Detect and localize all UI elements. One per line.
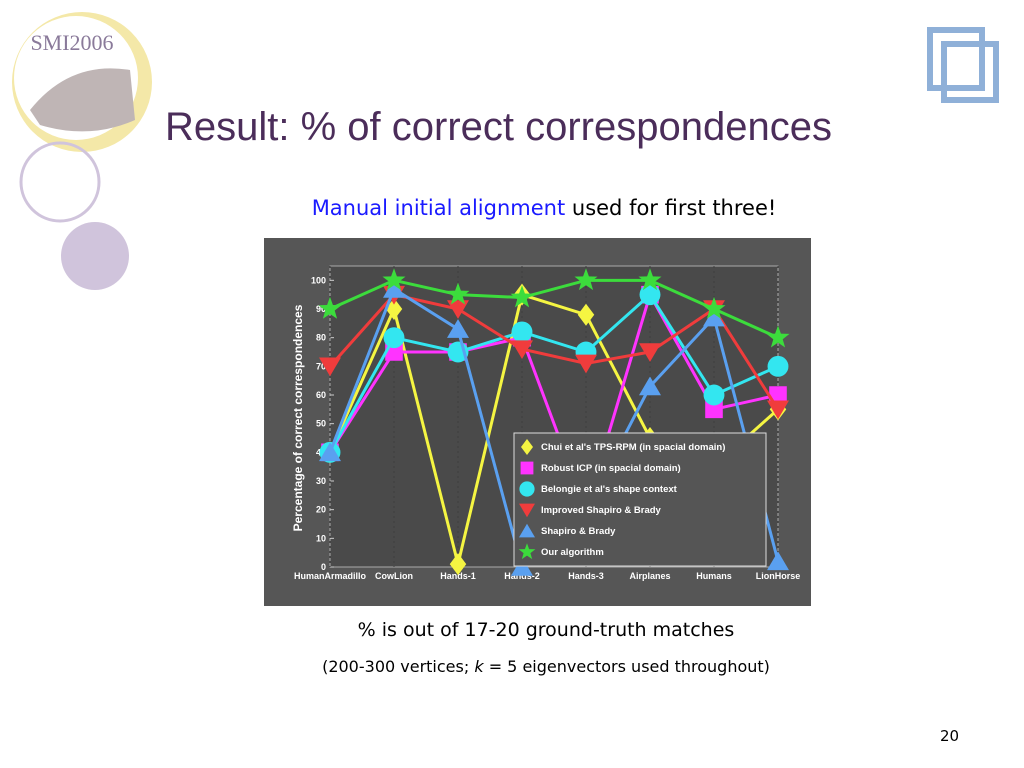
legend-label: Robust ICP (in spacial domain)	[541, 463, 681, 474]
deco-circle	[19, 141, 101, 223]
data-point	[639, 284, 661, 306]
x-tick-label: HumanArmadillo	[294, 571, 367, 581]
legend-label: Belongie et al's shape context	[541, 484, 678, 495]
y-tick-label: 80	[316, 333, 326, 343]
x-tick-label: Hands-2	[504, 571, 540, 581]
y-tick-label: 60	[316, 390, 326, 400]
legend-marker	[519, 481, 535, 497]
legend-marker	[520, 461, 534, 475]
y-tick-label: 100	[311, 275, 326, 285]
y-tick-label: 70	[316, 361, 326, 371]
data-point	[639, 343, 661, 362]
series-line	[328, 292, 779, 454]
x-tick-label: Hands-3	[568, 571, 604, 581]
data-point	[703, 307, 725, 327]
data-point	[766, 325, 790, 348]
data-point	[511, 340, 533, 360]
data-point	[574, 268, 598, 291]
data-point	[638, 268, 662, 291]
data-point	[446, 282, 470, 305]
detail: (200-300 vertices; k = 5 eigenvectors us…	[0, 657, 1024, 676]
data-point	[767, 551, 789, 571]
legend	[513, 432, 767, 567]
slide-title: Result: % of correct correspondences	[165, 105, 832, 149]
y-tick-label: 50	[316, 419, 326, 429]
data-point	[702, 296, 726, 319]
y-tick-label: 20	[316, 505, 326, 515]
data-point	[318, 296, 342, 319]
logo-image	[30, 68, 135, 132]
x-tick-label: LionHorse	[756, 571, 801, 581]
detail-start: (200-300 vertices;	[322, 657, 470, 676]
y-axis-label: Percentage of correct correspondences	[291, 304, 305, 531]
series-line	[328, 290, 779, 515]
legend-marker	[521, 439, 533, 455]
y-tick-label: 0	[321, 562, 326, 572]
deco-square	[941, 41, 999, 103]
logo-text: SMI2006	[30, 30, 113, 55]
y-tick-label: 90	[316, 304, 326, 314]
data-point	[382, 268, 406, 291]
x-tick-label: Humans	[696, 571, 732, 581]
legend-label: Our algorithm	[541, 547, 604, 558]
legend-marker	[518, 543, 536, 560]
data-point	[319, 442, 341, 462]
data-point	[639, 376, 661, 396]
data-point	[383, 327, 405, 349]
data-point	[575, 354, 597, 374]
detail-var: k	[474, 657, 484, 676]
x-tick-label: Hands-1	[440, 571, 476, 581]
data-point	[447, 300, 469, 319]
x-tick-label: CowLion	[375, 571, 413, 581]
legend-marker	[519, 523, 535, 538]
y-tick-label: 30	[316, 476, 326, 486]
page-number: 20	[940, 727, 960, 745]
subtitle-rest: used for first three!	[571, 196, 777, 220]
legend-label: Chui et al's TPS-RPM (in spacial domain)	[541, 442, 725, 453]
x-tick-label: Airplanes	[629, 571, 670, 581]
deco-circle	[61, 222, 129, 290]
note: % is out of 17-20 ground-truth matches	[357, 619, 735, 641]
data-point	[449, 553, 467, 576]
subtitle-highlight: Manual initial alignment	[311, 196, 566, 220]
y-tick-label: 10	[316, 533, 326, 543]
data-point	[705, 400, 723, 419]
data-point	[767, 400, 789, 420]
data-point	[767, 355, 789, 377]
subtitle: Manual initial alignment used for first …	[0, 196, 1024, 220]
data-point	[319, 357, 341, 377]
legend-marker	[519, 503, 535, 518]
data-point	[511, 321, 533, 343]
legend-label: Shapiro & Brady	[541, 526, 616, 537]
data-point	[703, 384, 725, 406]
data-point	[383, 279, 405, 298]
data-point	[769, 386, 787, 404]
series-line	[329, 278, 779, 340]
data-point	[447, 319, 469, 338]
detail-end: = 5 eigenvectors used throughout)	[488, 657, 770, 676]
legend-label: Improved Shapiro & Brady	[541, 505, 662, 516]
chart: Percentage of correct correspondences 0 1…	[264, 238, 811, 606]
data-point	[510, 285, 534, 308]
deco-square	[927, 27, 985, 91]
data-point	[577, 303, 595, 326]
